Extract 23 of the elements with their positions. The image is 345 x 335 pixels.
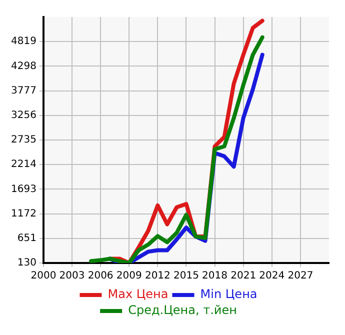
x-tick-label: 2027 [288, 270, 314, 282]
y-tick-label: 1172 [10, 208, 36, 220]
x-tick-label: 2018 [202, 270, 228, 282]
legend-label: Min Цена [200, 287, 258, 302]
x-tick-label: 2015 [174, 270, 199, 282]
x-tick-label: 2021 [230, 270, 256, 282]
x-tick-label: 2000 [30, 270, 56, 282]
x-tick-label: 2009 [116, 270, 142, 282]
y-tick-label: 651 [17, 232, 36, 244]
x-tick-label: 2006 [88, 270, 114, 282]
y-tick-label: 4819 [10, 36, 36, 48]
y-tick-label: 3256 [10, 110, 36, 121]
y-tick-label: 2214 [10, 159, 36, 170]
y-tick-label: 1693 [10, 184, 36, 195]
x-tick-label: 2024 [259, 270, 285, 282]
y-tick-label: 2735 [10, 134, 36, 146]
x-tick-label: 2012 [144, 270, 170, 282]
legend-label: Сред.Цена, т.йен [128, 303, 237, 318]
legend-label: Max Цена [108, 287, 168, 302]
y-tick-label: 3777 [10, 85, 36, 96]
y-tick-label: 4298 [10, 60, 36, 72]
x-tick-label: 2003 [59, 270, 85, 282]
y-tick-label: 130 [17, 258, 36, 269]
